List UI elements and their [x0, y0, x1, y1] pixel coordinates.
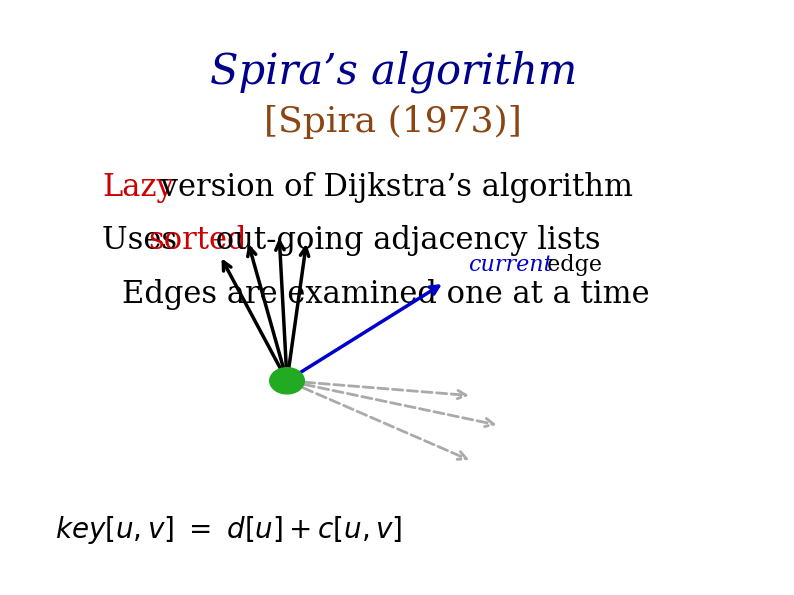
Text: Spira’s algorithm: Spira’s algorithm — [210, 50, 576, 93]
Text: Lazy: Lazy — [102, 172, 174, 203]
FancyArrowPatch shape — [223, 262, 286, 378]
FancyArrowPatch shape — [276, 242, 287, 378]
FancyArrowPatch shape — [290, 382, 466, 459]
Text: out-going adjacency lists: out-going adjacency lists — [206, 226, 600, 256]
FancyArrowPatch shape — [290, 381, 466, 399]
FancyArrowPatch shape — [287, 248, 309, 378]
Text: [Spira (1973)]: [Spira (1973)] — [264, 105, 522, 139]
FancyArrowPatch shape — [248, 248, 287, 378]
Text: Edges are examined one at a time: Edges are examined one at a time — [122, 279, 649, 310]
Circle shape — [270, 368, 304, 394]
FancyArrowPatch shape — [289, 286, 438, 380]
FancyArrowPatch shape — [290, 381, 494, 427]
Text: $key[u, v] \ = \ d[u] + c[u, v]$: $key[u, v] \ = \ d[u] + c[u, v]$ — [55, 513, 403, 546]
Text: version of Dijkstra’s algorithm: version of Dijkstra’s algorithm — [151, 172, 633, 203]
Text: edge: edge — [540, 254, 602, 275]
Text: sorted: sorted — [148, 226, 246, 256]
Text: current: current — [468, 254, 553, 275]
Text: Uses: Uses — [102, 226, 187, 256]
